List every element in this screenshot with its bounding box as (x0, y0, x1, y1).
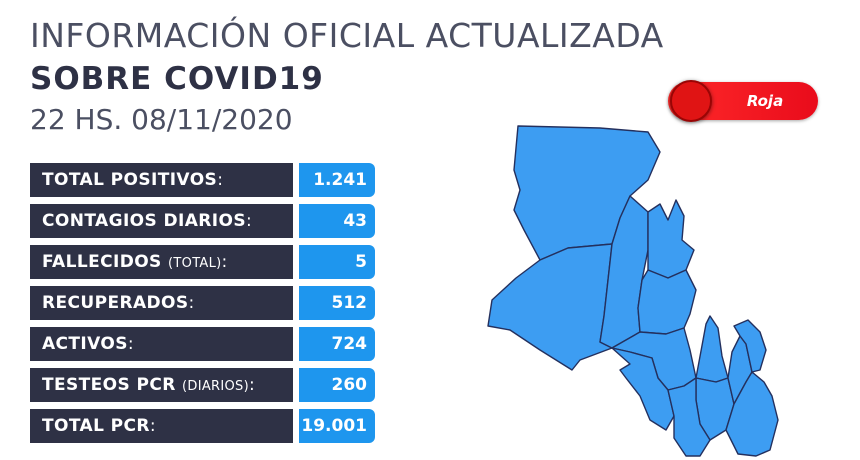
stat-value: 19.001 (299, 409, 375, 443)
stat-value: 260 (299, 368, 375, 402)
stat-row-activos: ACTIVOS: 724 (30, 327, 375, 361)
stat-label-suffix: (TOTAL) (168, 256, 222, 271)
map-department-northeast (647, 199, 695, 279)
headline-title: INFORMACIÓN OFICIAL ACTUALIZADA (30, 16, 664, 55)
map-department-southeast-1 (695, 315, 729, 383)
stat-row-recuperados: RECUPERADOS: 512 (30, 286, 375, 320)
stat-value: 512 (299, 286, 375, 320)
stat-label: TOTAL PCR: (30, 409, 293, 443)
header: INFORMACIÓN OFICIAL ACTUALIZADA SOBRE CO… (30, 14, 664, 140)
stat-row-total-pcr: TOTAL PCR: 19.001 (30, 409, 375, 443)
stat-row-testeos-pcr: TESTEOS PCR (DIARIOS): 260 (30, 368, 375, 402)
stat-label: TESTEOS PCR (DIARIOS): (30, 368, 293, 402)
stat-row-total-positivos: TOTAL POSITIVOS: 1.241 (30, 163, 375, 197)
stat-value: 1.241 (299, 163, 375, 197)
map-department-south-west (611, 347, 675, 431)
stat-value: 43 (299, 204, 375, 238)
stat-value: 5 (299, 245, 375, 279)
stat-row-fallecidos: FALLECIDOS (TOTAL): 5 (30, 245, 375, 279)
province-map (487, 125, 779, 457)
alert-level-knob (670, 80, 712, 122)
stat-label: TOTAL POSITIVOS: (30, 163, 293, 197)
stat-label: ACTIVOS: (30, 327, 293, 361)
map-department-southeast-4 (725, 371, 779, 457)
report-timestamp: 22 HS. 08/11/2020 (30, 103, 293, 136)
stat-row-contagios-diarios: CONTAGIOS DIARIOS: 43 (30, 204, 375, 238)
map-department-west (487, 243, 613, 371)
stat-value: 724 (299, 327, 375, 361)
map-department-southeast-6 (733, 319, 767, 373)
stat-label: FALLECIDOS (TOTAL): (30, 245, 293, 279)
alert-level-label: Roja (746, 92, 784, 110)
stats-table: TOTAL POSITIVOS: 1.241 CONTAGIOS DIARIOS… (30, 163, 375, 450)
headline-subtitle: SOBRE COVID19 (30, 61, 324, 97)
stat-label-suffix: (DIARIOS) (182, 379, 249, 394)
map-department-southeast-5 (667, 377, 711, 457)
stat-label: CONTAGIOS DIARIOS: (30, 204, 293, 238)
stat-label: RECUPERADOS: (30, 286, 293, 320)
map-department-east (637, 269, 697, 335)
